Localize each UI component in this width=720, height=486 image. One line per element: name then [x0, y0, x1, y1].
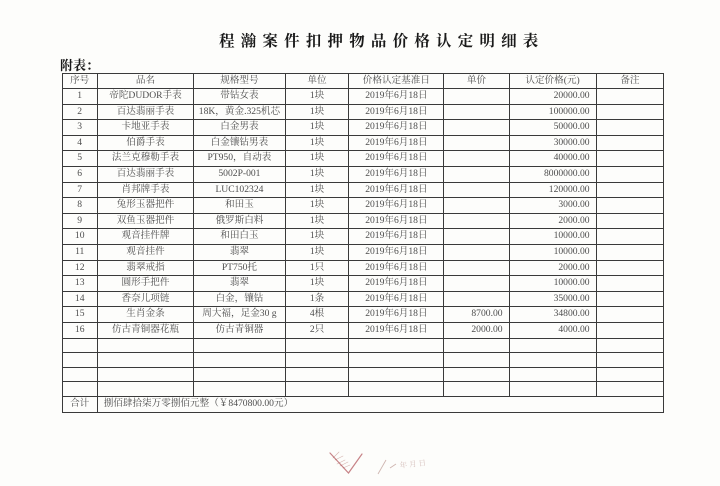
svg-text:年 月 日: 年 月 日	[399, 457, 426, 471]
